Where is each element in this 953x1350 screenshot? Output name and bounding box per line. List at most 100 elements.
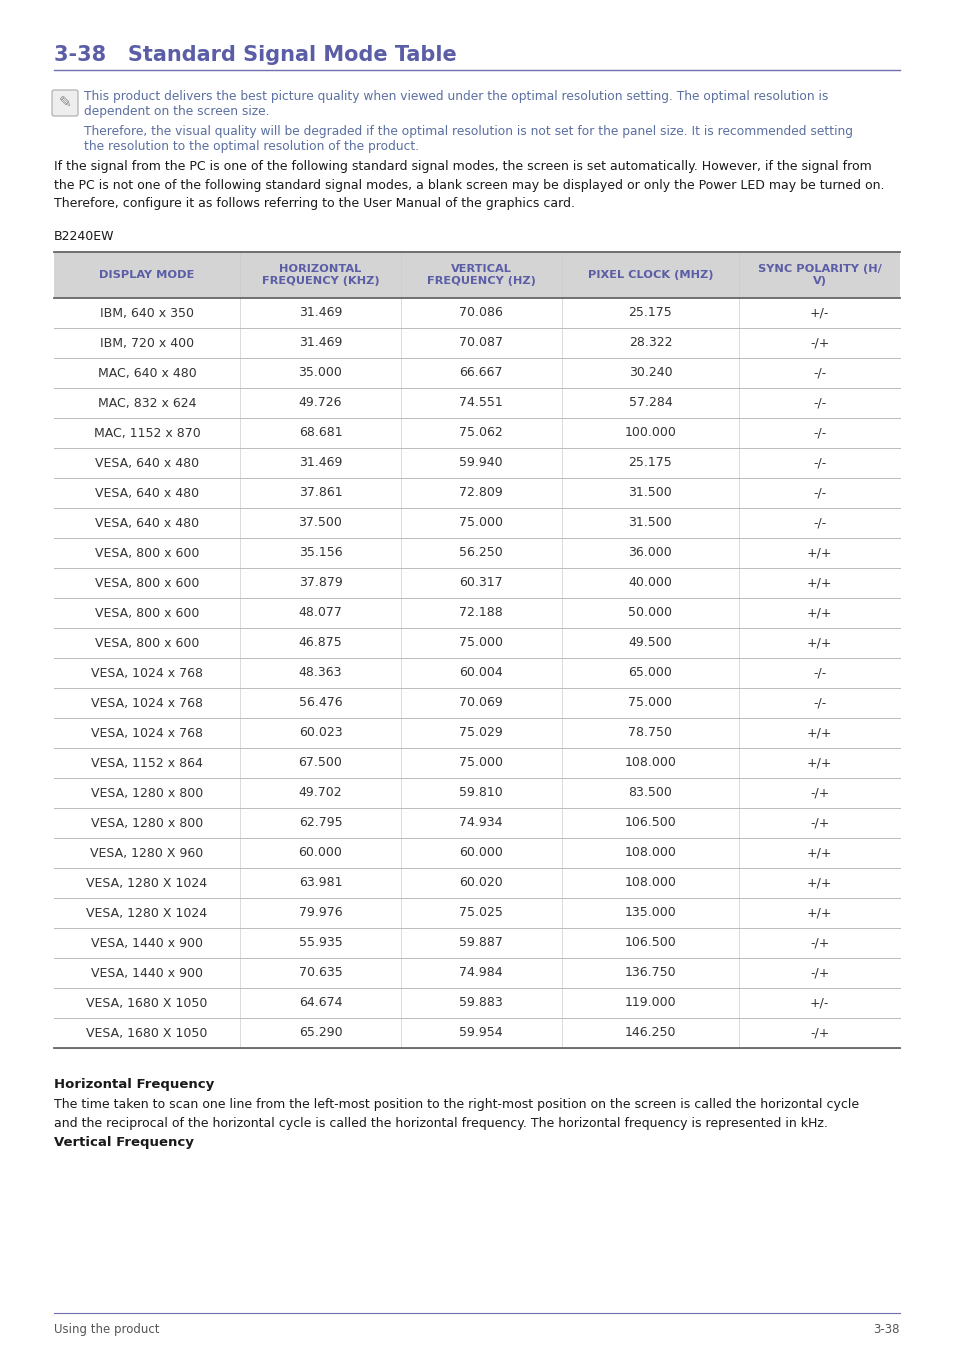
Text: 3-38: 3-38 — [873, 1323, 899, 1336]
Text: VESA, 1440 x 900: VESA, 1440 x 900 — [91, 937, 203, 949]
Text: VESA, 1024 x 768: VESA, 1024 x 768 — [91, 726, 203, 740]
Text: 108.000: 108.000 — [624, 756, 676, 770]
Text: -/+: -/+ — [809, 787, 828, 799]
Text: VESA, 1280 X 960: VESA, 1280 X 960 — [91, 846, 204, 860]
Text: -/+: -/+ — [809, 967, 828, 980]
Text: 60.000: 60.000 — [298, 846, 342, 860]
Text: 108.000: 108.000 — [624, 846, 676, 860]
Text: Therefore, the visual quality will be degraded if the optimal resolution is not : Therefore, the visual quality will be de… — [84, 126, 852, 138]
Text: 37.861: 37.861 — [298, 486, 342, 500]
Text: 49.726: 49.726 — [298, 397, 342, 409]
Text: 48.363: 48.363 — [298, 667, 342, 679]
Text: +/+: +/+ — [806, 726, 832, 740]
Bar — [54, 418, 899, 448]
Text: 28.322: 28.322 — [628, 336, 672, 350]
Bar — [54, 628, 899, 657]
Text: 75.000: 75.000 — [458, 517, 502, 529]
Bar — [54, 927, 899, 958]
Text: This product delivers the best picture quality when viewed under the optimal res: This product delivers the best picture q… — [84, 90, 827, 103]
Text: 65.290: 65.290 — [298, 1026, 342, 1040]
Text: 106.500: 106.500 — [624, 817, 676, 829]
Text: 75.000: 75.000 — [628, 697, 672, 710]
Text: VESA, 800 x 600: VESA, 800 x 600 — [94, 547, 199, 559]
Text: 70.635: 70.635 — [298, 967, 342, 980]
Text: 35.000: 35.000 — [298, 366, 342, 379]
Text: 37.500: 37.500 — [298, 517, 342, 529]
Text: -/+: -/+ — [809, 336, 828, 350]
Text: 146.250: 146.250 — [624, 1026, 676, 1040]
Text: 75.000: 75.000 — [458, 756, 502, 770]
Text: -/-: -/- — [812, 667, 825, 679]
Text: -/+: -/+ — [809, 937, 828, 949]
Text: VESA, 800 x 600: VESA, 800 x 600 — [94, 636, 199, 649]
Text: MAC, 640 x 480: MAC, 640 x 480 — [97, 366, 196, 379]
Text: 70.069: 70.069 — [459, 697, 502, 710]
Text: 75.025: 75.025 — [458, 906, 502, 919]
Text: 74.551: 74.551 — [459, 397, 502, 409]
Text: 59.883: 59.883 — [459, 996, 502, 1010]
Text: -/-: -/- — [812, 427, 825, 440]
Text: 136.750: 136.750 — [624, 967, 676, 980]
Text: B2240EW: B2240EW — [54, 230, 114, 243]
Text: -/-: -/- — [812, 697, 825, 710]
Text: The time taken to scan one line from the left-most position to the right-most po: The time taken to scan one line from the… — [54, 1098, 859, 1130]
Text: 100.000: 100.000 — [624, 427, 676, 440]
Bar — [54, 988, 899, 1018]
Text: Vertical Frequency: Vertical Frequency — [54, 1135, 193, 1149]
Text: 37.879: 37.879 — [298, 576, 342, 590]
Text: 25.175: 25.175 — [628, 456, 672, 470]
Text: +/+: +/+ — [806, 576, 832, 590]
Text: +/+: +/+ — [806, 636, 832, 649]
Bar — [54, 688, 899, 718]
Text: 72.188: 72.188 — [459, 606, 502, 620]
FancyBboxPatch shape — [52, 90, 78, 116]
Text: 35.156: 35.156 — [298, 547, 342, 559]
Text: VESA, 800 x 600: VESA, 800 x 600 — [94, 606, 199, 620]
Text: 31.500: 31.500 — [628, 517, 672, 529]
Text: VESA, 1024 x 768: VESA, 1024 x 768 — [91, 697, 203, 710]
Bar — [54, 778, 899, 809]
Text: 59.887: 59.887 — [458, 937, 502, 949]
Text: 40.000: 40.000 — [628, 576, 672, 590]
Text: 79.976: 79.976 — [298, 906, 342, 919]
Text: PIXEL CLOCK (MHZ): PIXEL CLOCK (MHZ) — [587, 270, 713, 279]
Text: 49.500: 49.500 — [628, 636, 672, 649]
Bar — [54, 718, 899, 748]
Text: VESA, 640 x 480: VESA, 640 x 480 — [95, 517, 199, 529]
Text: 31.469: 31.469 — [298, 306, 342, 320]
Text: VESA, 1280 X 1024: VESA, 1280 X 1024 — [87, 906, 208, 919]
Text: 57.284: 57.284 — [628, 397, 672, 409]
Text: +/+: +/+ — [806, 606, 832, 620]
Text: +/+: +/+ — [806, 547, 832, 559]
Text: 74.934: 74.934 — [459, 817, 502, 829]
Bar — [54, 448, 899, 478]
Text: 56.250: 56.250 — [459, 547, 502, 559]
Bar — [54, 958, 899, 988]
Text: 56.476: 56.476 — [298, 697, 342, 710]
Text: 59.954: 59.954 — [459, 1026, 502, 1040]
Text: +/+: +/+ — [806, 876, 832, 890]
Text: 70.087: 70.087 — [458, 336, 502, 350]
Text: +/+: +/+ — [806, 906, 832, 919]
Text: If the signal from the PC is one of the following standard signal modes, the scr: If the signal from the PC is one of the … — [54, 161, 883, 211]
Text: 62.795: 62.795 — [298, 817, 342, 829]
Text: 30.240: 30.240 — [628, 366, 672, 379]
Text: +/-: +/- — [809, 996, 828, 1010]
Bar — [54, 838, 899, 868]
Text: 3-38   Standard Signal Mode Table: 3-38 Standard Signal Mode Table — [54, 45, 456, 65]
Text: 72.809: 72.809 — [459, 486, 502, 500]
Text: SYNC POLARITY (H/
V): SYNC POLARITY (H/ V) — [757, 265, 881, 286]
Text: 25.175: 25.175 — [628, 306, 672, 320]
Text: -/+: -/+ — [809, 1026, 828, 1040]
Text: +/+: +/+ — [806, 846, 832, 860]
Text: HORIZONTAL
FREQUENCY (KHZ): HORIZONTAL FREQUENCY (KHZ) — [261, 265, 379, 286]
Text: the resolution to the optimal resolution of the product.: the resolution to the optimal resolution… — [84, 140, 418, 153]
Text: VESA, 1680 X 1050: VESA, 1680 X 1050 — [87, 1026, 208, 1040]
Text: VESA, 1280 X 1024: VESA, 1280 X 1024 — [87, 876, 208, 890]
Bar — [54, 809, 899, 838]
Text: 135.000: 135.000 — [624, 906, 676, 919]
Text: -/-: -/- — [812, 486, 825, 500]
Text: 63.981: 63.981 — [298, 876, 342, 890]
Text: -/-: -/- — [812, 366, 825, 379]
Text: 119.000: 119.000 — [624, 996, 676, 1010]
